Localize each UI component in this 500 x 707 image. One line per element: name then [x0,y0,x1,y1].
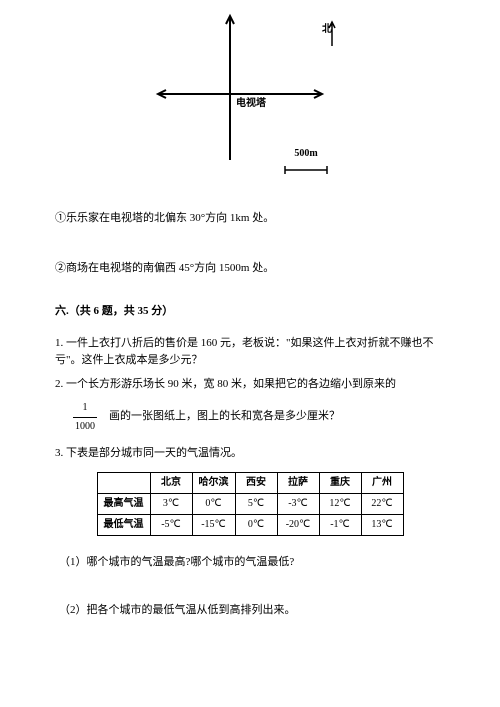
cell: 13℃ [361,515,403,536]
cell: 0℃ [235,515,277,536]
compass-diagram: 北 电视塔 500m [150,10,350,190]
cell: 5℃ [235,494,277,515]
question-2-part-a: 2. 一个长方形游乐场长 90 米，宽 80 米，如果把它的各边缩小到原来的 [55,376,445,394]
cell: -20℃ [277,515,319,536]
sub-question-1: （1）哪个城市的气温最高?哪个城市的气温最低? [59,554,445,572]
cell: 3℃ [150,494,192,515]
tower-label: 电视塔 [236,96,266,112]
statement-2: ②商场在电视塔的南偏西 45°方向 1500m 处。 [55,260,445,278]
table-header-row: 北京 哈尔滨 西安 拉萨 重庆 广州 [97,473,403,494]
cell: 0℃ [192,494,235,515]
fraction-denominator: 1000 [73,419,97,435]
question-2-fraction-line: 1 1000 画的一张图纸上，图上的长和宽各是多少厘米？ [55,400,445,435]
cell: -3℃ [277,494,319,515]
col-beijing: 北京 [150,473,192,494]
section-6-heading: 六.（共 6 题，共 35 分） [55,303,445,321]
fraction-bar [73,417,97,418]
temperature-table: 北京 哈尔滨 西安 拉萨 重庆 广州 最高气温 3℃ 0℃ 5℃ -3℃ 12℃… [97,472,404,536]
statement-1: ①乐乐家在电视塔的北偏东 30°方向 1km 处。 [55,210,445,228]
cell: 12℃ [319,494,361,515]
question-2-part-b: 画的一张图纸上，图上的长和宽各是多少厘米？ [109,408,340,426]
question-3: 3. 下表是部分城市同一天的气温情况。 [55,445,445,463]
question-1: 1. 一件上衣打八折后的售价是 160 元，老板说："如果这件上衣对折就不赚也不… [55,335,445,370]
table-row: 最低气温 -5℃ -15℃ 0℃ -20℃ -1℃ 13℃ [97,515,403,536]
row-low-label: 最低气温 [97,515,150,536]
north-indicator-arrow [328,18,336,48]
table-corner [97,473,150,494]
row-high-label: 最高气温 [97,494,150,515]
cell: 22℃ [361,494,403,515]
fraction-numerator: 1 [81,400,90,416]
scale-label: 500m [282,146,330,162]
cell: -5℃ [150,515,192,536]
cell: -15℃ [192,515,235,536]
sub-question-2: （2）把各个城市的最低气温从低到高排列出来。 [59,602,445,620]
fraction-1-1000: 1 1000 [73,400,97,435]
cell: -1℃ [319,515,361,536]
col-guangzhou: 广州 [361,473,403,494]
col-xian: 西安 [235,473,277,494]
scale-bar: 500m [282,146,330,182]
col-chongqing: 重庆 [319,473,361,494]
scale-bar-svg [282,165,330,175]
table-row: 最高气温 3℃ 0℃ 5℃ -3℃ 12℃ 22℃ [97,494,403,515]
col-harbin: 哈尔滨 [192,473,235,494]
col-lhasa: 拉萨 [277,473,319,494]
